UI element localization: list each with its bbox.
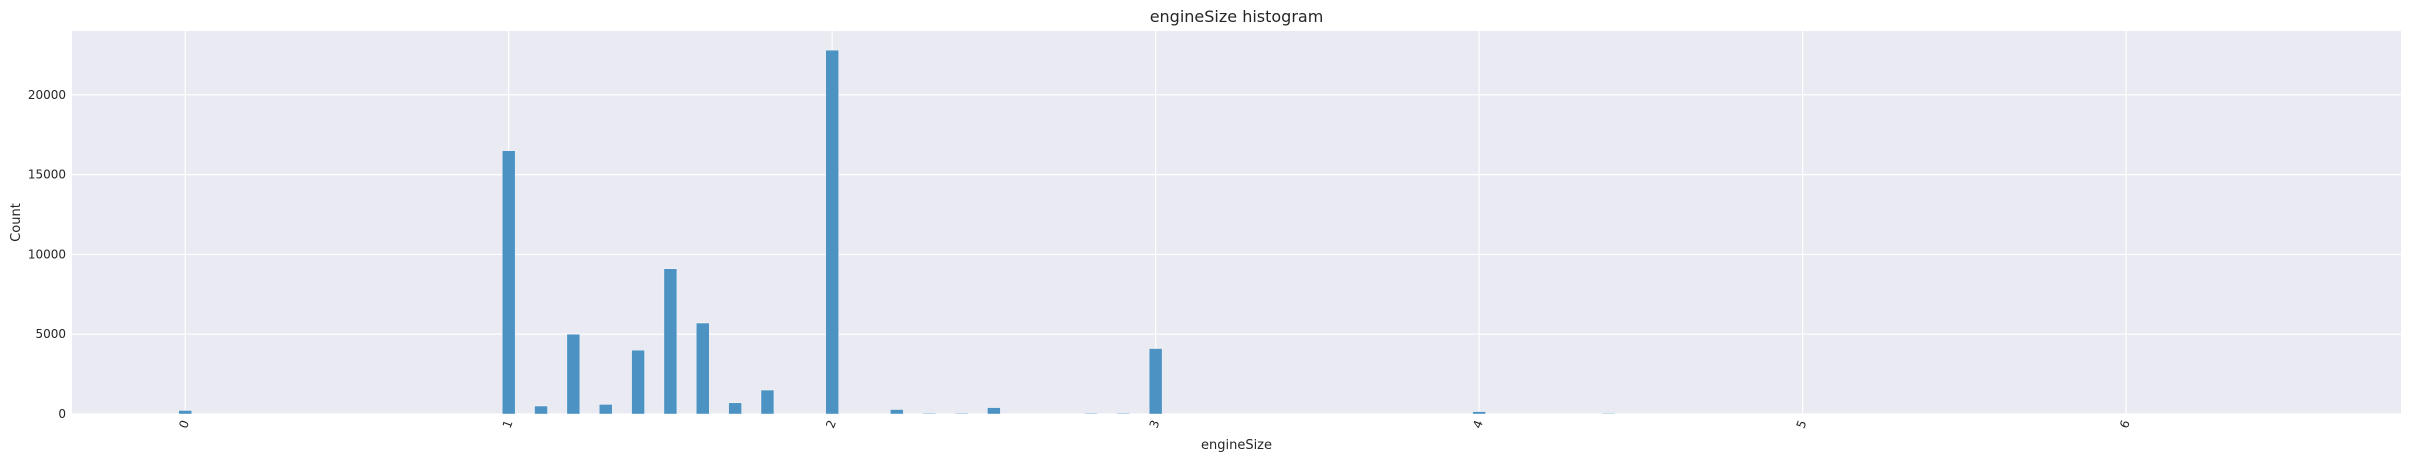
x-tick-label: 5 — [1794, 418, 1810, 430]
histogram-bar — [825, 49, 839, 415]
x-tick-label: 0 — [176, 418, 192, 430]
y-tick-label: 10000 — [28, 247, 66, 261]
histogram-bar — [566, 334, 581, 415]
histogram-bar — [890, 409, 904, 415]
x-tick-label: 3 — [1147, 418, 1163, 430]
histogram-bar — [178, 410, 192, 415]
histogram-bar — [599, 404, 613, 415]
y-tick-label: 20000 — [28, 88, 66, 102]
bars — [178, 49, 1616, 415]
histogram-bar — [987, 407, 1001, 415]
x-tick-label: 2 — [823, 418, 839, 430]
plot-area — [72, 31, 2401, 414]
x-tick-label: 1 — [500, 418, 516, 430]
y-axis-label: Count — [9, 203, 24, 242]
chart-title: engineSize histogram — [1150, 7, 1324, 26]
histogram-bar — [1601, 413, 1616, 415]
histogram-bar — [502, 150, 516, 415]
histogram-bar — [1084, 413, 1098, 415]
grid — [72, 31, 2401, 415]
histogram-bar — [760, 389, 775, 415]
x-axis-label: engineSize — [1201, 438, 1272, 453]
histogram-bar — [696, 322, 710, 415]
histogram-bar — [1148, 348, 1163, 415]
x-axis-ticks: 0 1 2 3 4 5 6 — [176, 418, 2133, 430]
histogram-bar — [1116, 413, 1130, 415]
histogram-bar — [1472, 411, 1486, 415]
histogram-bar — [534, 405, 548, 415]
x-tick-label: 4 — [1470, 418, 1486, 430]
histogram-bar — [663, 268, 678, 415]
histogram-bar — [922, 413, 936, 415]
histogram-bar — [631, 349, 645, 415]
y-tick-label: 5000 — [35, 327, 66, 341]
histogram-bar — [954, 413, 969, 415]
y-axis-ticks: 0 5000 10000 15000 20000 — [28, 88, 66, 421]
histogram-bar — [728, 402, 742, 415]
y-tick-label: 0 — [58, 407, 66, 421]
x-tick-label: 6 — [2117, 418, 2133, 430]
y-tick-label: 15000 — [28, 168, 66, 182]
